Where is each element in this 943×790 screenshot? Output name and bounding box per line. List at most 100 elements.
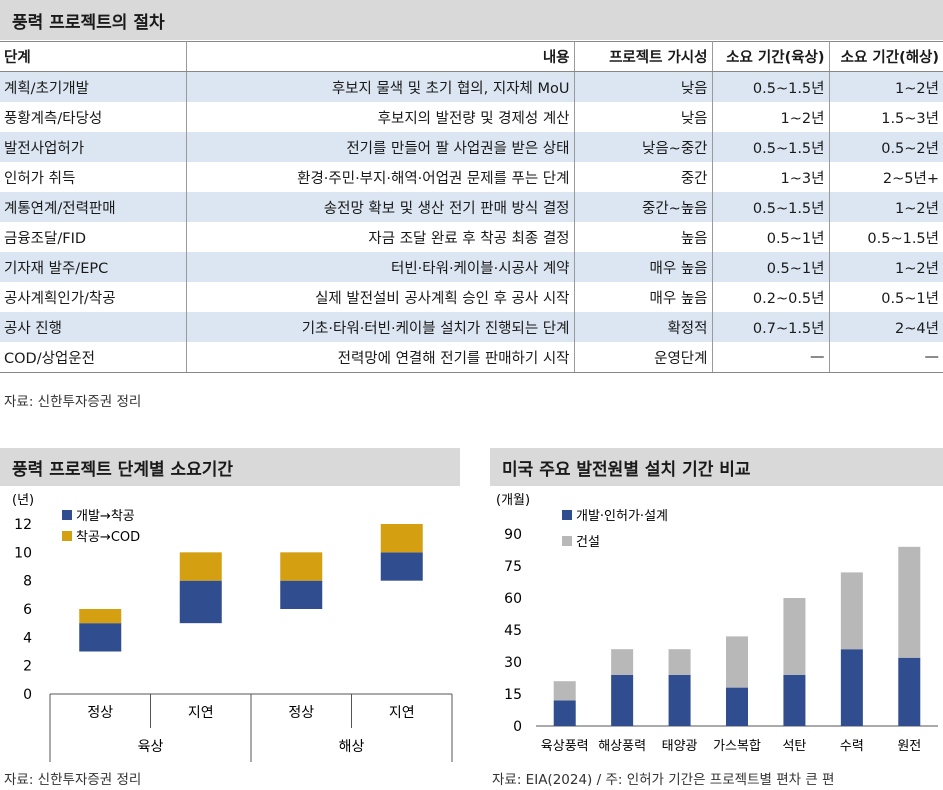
chart2-xtick-label: 수력 xyxy=(840,739,864,754)
table-row: 공사계획인가/착공 실제 발전설비 공사계획 승인 후 공사 시작 매우 높음 0.2… xyxy=(0,282,943,312)
chart1-group-label: 해상 xyxy=(339,739,365,755)
cell-onshore: 0.5~1년 xyxy=(712,222,830,252)
chart2-bar-dev xyxy=(898,657,921,726)
cell-stage: 발전사업허가 xyxy=(0,132,187,162)
chart2-bar-construct xyxy=(611,649,634,675)
procedure-table: 단계 내용 프로젝트 가시성 소요 기간(육상) 소요 기간(해상) 계획/초기… xyxy=(0,41,943,373)
chart1-xtick-label: 정상 xyxy=(87,705,113,721)
cell-stage: COD/상업운전 xyxy=(0,342,187,373)
chart2-ylabel: (개월) xyxy=(496,493,530,508)
cell-onshore: 0.7~1.5년 xyxy=(712,312,830,342)
chart1-bar-construct xyxy=(280,552,323,581)
col-header-stage: 단계 xyxy=(0,41,187,72)
cell-visibility: 중간~높음 xyxy=(574,192,713,222)
chart2-xtick-label: 원전 xyxy=(897,739,921,754)
chart1-ytick-label: 0 xyxy=(23,687,32,703)
chart1-ytick-label: 8 xyxy=(23,574,32,590)
cell-content: 기초·타워·터빈·케이블 설치가 진행되는 단계 xyxy=(186,312,575,342)
cell-stage: 인허가 취득 xyxy=(0,162,187,192)
col-header-content: 내용 xyxy=(186,41,575,72)
cell-offshore: 0.5~1년 xyxy=(881,290,939,307)
chart1-title: 풍력 프로젝트 단계별 소요기간 xyxy=(0,448,460,486)
chart1-ytick-label: 2 xyxy=(23,659,32,675)
chart2-legend-label: 건설 xyxy=(576,535,600,550)
cell-visibility: 낮음~중간 xyxy=(574,132,713,162)
cell-offshore: 2~5년+ xyxy=(882,170,939,187)
table-row: 공사 진행 기초·타워·터빈·케이블 설치가 진행되는 단계 확정적 0.7~1.5년… xyxy=(0,312,943,342)
chart2-ytick-label: 0 xyxy=(513,719,522,735)
cell-offshore: 1.5~3년 xyxy=(881,110,939,127)
chart1-bar-construct xyxy=(380,524,423,553)
table-row: 계통연계/전력판매 송전망 확보 및 생산 전기 판매 방식 결정 중간~높음 0.5… xyxy=(0,192,943,222)
cell-visibility: 확정적 xyxy=(574,312,713,342)
cell-onshore: 0.5~1.5년 xyxy=(712,192,830,222)
cell-content: 전력망에 연결해 전기를 판매하기 시작 xyxy=(186,342,575,373)
cell-visibility: 매우 높음 xyxy=(574,252,713,282)
cell-onshore: 0.5~1년 xyxy=(712,252,830,282)
cell-visibility: 낮음 xyxy=(574,102,713,132)
chart2-bar-construct xyxy=(668,649,691,675)
chart2-bar-dev xyxy=(783,674,806,726)
chart2-xtick-label: 태양광 xyxy=(662,739,698,754)
chart2-xtick-label: 해상풍력 xyxy=(598,739,646,754)
cell-visibility: 중간 xyxy=(574,162,713,192)
cell-visibility: 운영단계 xyxy=(574,342,713,373)
table-body: 계획/초기개발 후보지 물색 및 초기 협의, 지자체 MoU 낮음 0.5~1.5년… xyxy=(0,71,943,373)
chart2-ytick-label: 45 xyxy=(504,623,522,639)
cell-visibility: 높음 xyxy=(574,222,713,252)
cell-stage: 기자재 발주/EPC xyxy=(0,252,187,282)
cell-content: 자금 조달 완료 후 착공 최종 결정 xyxy=(186,222,575,252)
cell-content: 송전망 확보 및 생산 전기 판매 방식 결정 xyxy=(186,192,575,222)
table-row: 금융조달/FID 자금 조달 완료 후 착공 최종 결정 높음 0.5~1년 0.5~1… xyxy=(0,222,943,252)
chart2-plot: (개월) 0 15 30 45 60 75 90 육상풍력 해상풍력 태양광 가스복합 석탄 수력 원전 개발… xyxy=(496,493,938,754)
table-row: 계획/초기개발 후보지 물색 및 초기 협의, 지자체 MoU 낮음 0.5~1.5년… xyxy=(0,71,943,102)
chart1-legend-label: 개발→착공 xyxy=(76,509,135,524)
chart2-ytick-label: 15 xyxy=(504,687,522,703)
chart1-bar-dev xyxy=(179,580,222,624)
chart1-bar-dev xyxy=(79,623,122,652)
cell-offshore: 1~2년 xyxy=(829,192,943,222)
col-header-visibility: 프로젝트 가시성 xyxy=(574,41,713,72)
chart2-bar-construct xyxy=(898,546,921,658)
chart1-ytick-label: 12 xyxy=(14,517,32,533)
cell-stage: 공사 진행 xyxy=(0,312,187,342)
chart2-bar-construct xyxy=(840,572,863,650)
cell-onshore: 0.5~1.5년 xyxy=(712,132,830,162)
chart2-legend-swatch xyxy=(562,536,572,546)
chart2-bar-construct xyxy=(783,598,806,675)
chart2-ytick-label: 75 xyxy=(504,559,522,575)
cell-offshore: 0.5~2년 xyxy=(829,132,943,162)
chart1-legend-swatch xyxy=(62,510,72,520)
chart2-bar-construct xyxy=(553,681,576,701)
chart1-ytick-label: 10 xyxy=(14,545,32,561)
cell-content: 전기를 만들어 팔 사업권을 받은 상태 xyxy=(186,132,575,162)
chart1-legend-swatch xyxy=(62,531,72,541)
chart1-bar-construct xyxy=(79,609,122,624)
cell-onshore: 0.2~0.5년 xyxy=(712,282,830,312)
chart1-group-label: 육상 xyxy=(138,739,164,755)
cell-content: 후보지 물색 및 초기 협의, 지자체 MoU xyxy=(186,71,575,102)
chart1-xtick-label: 정상 xyxy=(288,705,314,721)
cell-visibility: 매우 높음 xyxy=(574,282,713,312)
cell-content: 환경·주민·부지·해역·어업권 문제를 푸는 단계 xyxy=(186,162,575,192)
chart1-bar-construct xyxy=(179,552,222,581)
chart2-legend-swatch xyxy=(562,510,572,520)
chart2-legend-label: 개발·인허가·설계 xyxy=(576,509,668,524)
col-header-offshore: 소요 기간(해상) xyxy=(829,41,943,72)
chart2-bar-dev xyxy=(840,649,863,726)
chart2-bar-dev xyxy=(611,674,634,726)
table-row: 인허가 취득 환경·주민·부지·해역·어업권 문제를 푸는 단계 중간 1~3년 2~5… xyxy=(0,162,943,192)
cell-content: 후보지의 발전량 및 경제성 계산 xyxy=(186,102,575,132)
cell-stage: 공사계획인가/착공 xyxy=(0,282,187,312)
chart1-xtick-label: 지연 xyxy=(188,705,214,721)
cell-onshore: — xyxy=(712,342,830,373)
cell-onshore: 1~3년 xyxy=(712,162,830,192)
cell-visibility: 낮음 xyxy=(574,71,713,102)
chart1-bar-dev xyxy=(280,580,323,609)
chart2-source: 자료: EIA(2024) / 주: 인허가 기간은 프로젝트별 편차 큰 편 xyxy=(492,772,835,788)
cell-onshore: 0.5~1.5년 xyxy=(712,71,830,102)
cell-offshore: 1~2년 xyxy=(829,71,943,102)
chart2-xtick-label: 육상풍력 xyxy=(541,739,589,754)
cell-onshore: 1~2년 xyxy=(712,102,830,132)
